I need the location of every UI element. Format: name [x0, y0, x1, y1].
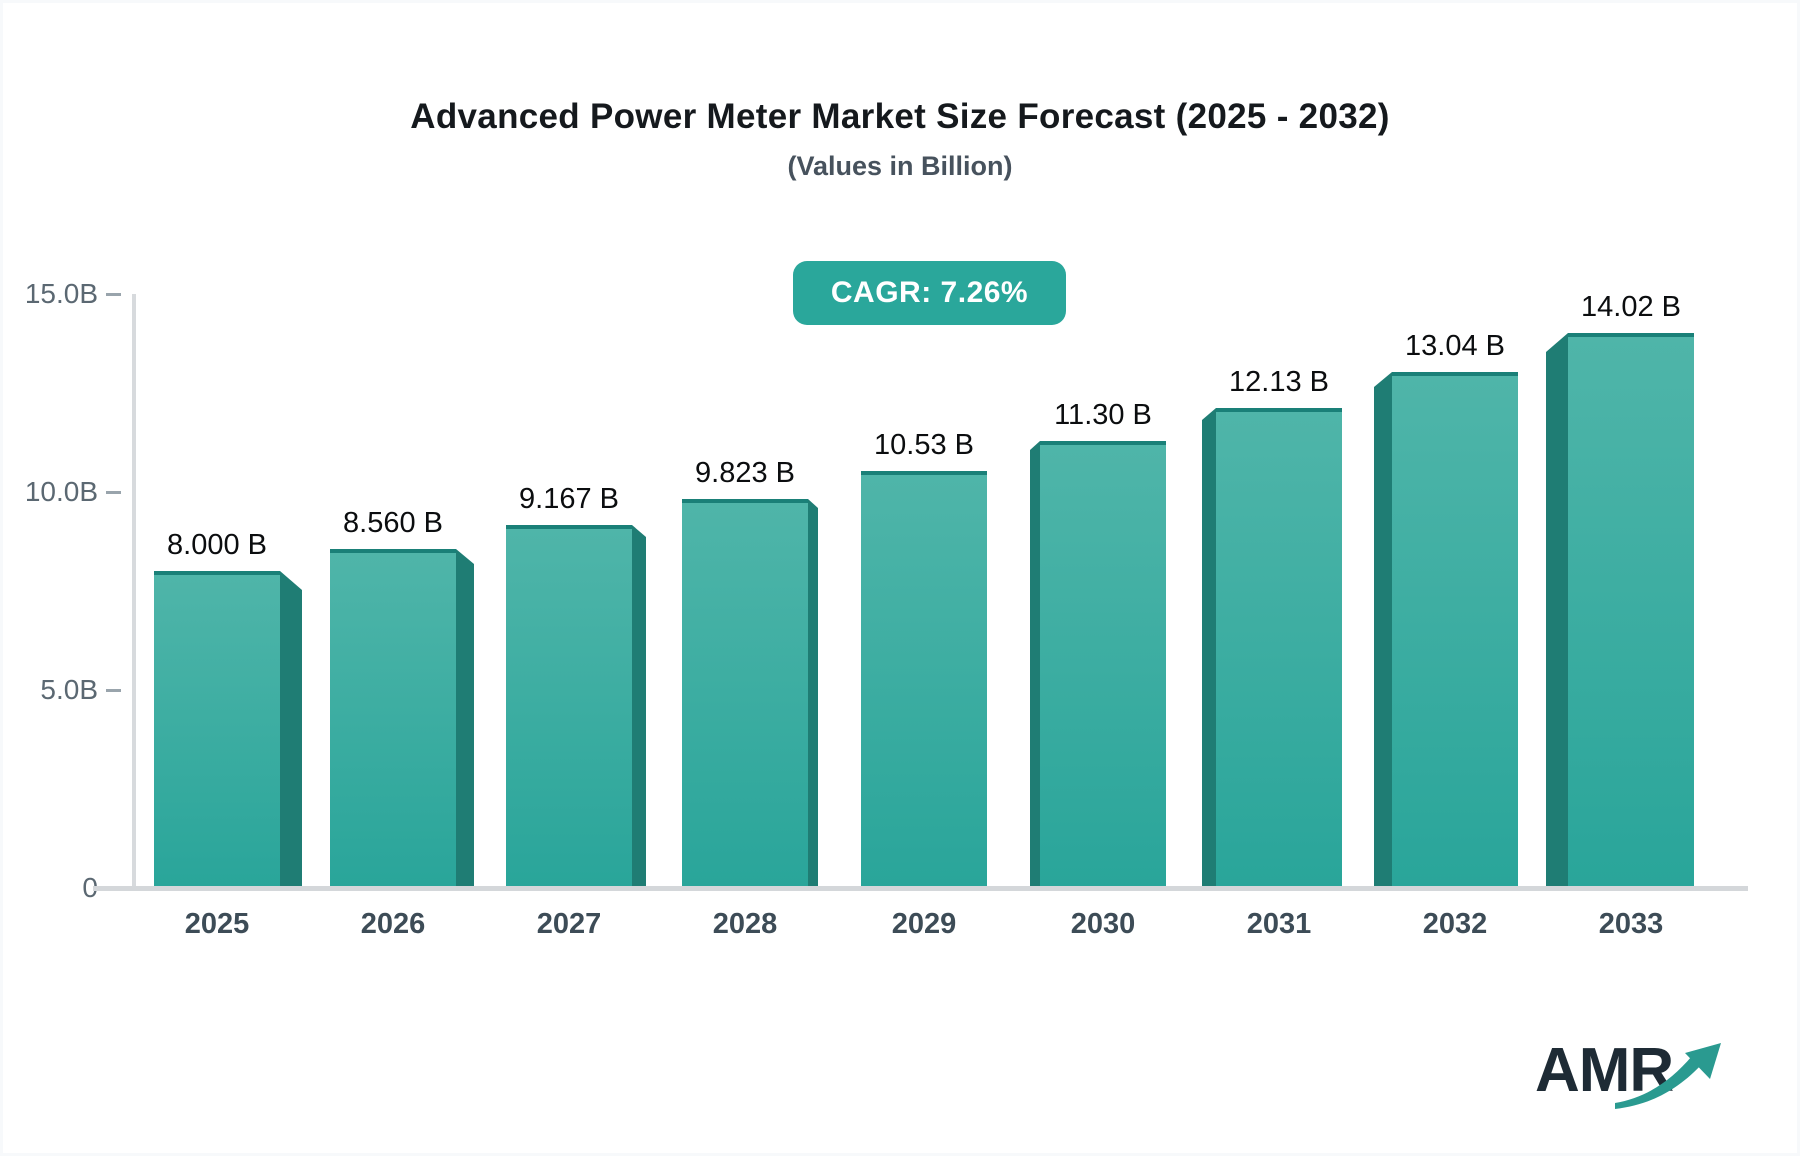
bar-value-label: 10.53 B	[874, 429, 974, 461]
bar-front-face	[861, 471, 987, 888]
growth-arrow-icon	[1615, 1043, 1721, 1109]
bar-side-face	[456, 549, 474, 888]
bar-2026	[330, 549, 474, 888]
bar-value-label: 8.560 B	[343, 507, 443, 539]
bar-side-face	[280, 571, 302, 888]
bar-2025	[154, 571, 302, 888]
bar-2032	[1374, 372, 1518, 888]
x-axis-label: 2028	[712, 908, 778, 940]
x-axis-label: 2033	[1598, 908, 1664, 940]
bar-side-face	[632, 525, 646, 888]
bar-front-face	[1392, 372, 1518, 888]
bar-side-face	[1546, 333, 1568, 888]
bar-value-label: 9.823 B	[695, 457, 795, 489]
bar-side-face	[808, 499, 818, 888]
y-tick-label: 0	[82, 872, 98, 903]
bar-side-face	[1030, 441, 1040, 888]
bar-value-label: 14.02 B	[1581, 291, 1681, 323]
bar-value-label: 12.13 B	[1229, 366, 1329, 398]
bar-front-face	[1040, 441, 1166, 888]
x-axis-label: 2030	[1070, 908, 1136, 940]
bar-value-label: 8.000 B	[167, 529, 267, 561]
bar-front-face	[154, 571, 280, 888]
y-tick-label: 10.0B	[24, 476, 98, 507]
bar-2030	[1030, 441, 1166, 888]
bar-front-face	[506, 525, 632, 888]
bar-front-face	[1216, 408, 1342, 888]
bar-front-face	[1568, 333, 1694, 888]
bar-2028	[682, 499, 818, 888]
x-axis-label: 2032	[1422, 908, 1488, 940]
x-axis-label: 2031	[1246, 908, 1312, 940]
y-tick	[106, 689, 121, 692]
y-tick-label: 15.0B	[24, 278, 98, 309]
bar-value-label: 11.30 B	[1054, 399, 1152, 431]
x-axis-line	[93, 886, 1748, 891]
chart-title: Advanced Power Meter Market Size Forecas…	[410, 97, 1390, 136]
bar-2027	[506, 525, 646, 888]
bar-side-face	[1374, 372, 1392, 888]
y-tick-label: 5.0B	[40, 674, 98, 705]
bar-side-face	[1202, 408, 1216, 888]
chart-subtitle: (Values in Billion)	[787, 151, 1013, 181]
cagr-badge: CAGR: 7.26%	[793, 261, 1066, 325]
bar-2033	[1546, 333, 1694, 888]
y-tick	[106, 491, 121, 494]
bar-value-label: 9.167 B	[519, 483, 619, 515]
bar-2029	[861, 471, 987, 888]
amr-logo: AMR	[1535, 1035, 1765, 1125]
x-axis-label: 2027	[536, 908, 602, 940]
x-axis-label: 2029	[891, 908, 957, 940]
bar-2031	[1202, 408, 1342, 888]
bar-front-face	[682, 499, 808, 888]
x-axis-label: 2026	[360, 908, 426, 940]
bar-value-label: 13.04 B	[1405, 330, 1505, 362]
bar-front-face	[330, 549, 456, 888]
y-tick	[106, 293, 121, 296]
x-axis-label: 2025	[184, 908, 250, 940]
y-axis-line	[132, 294, 136, 888]
